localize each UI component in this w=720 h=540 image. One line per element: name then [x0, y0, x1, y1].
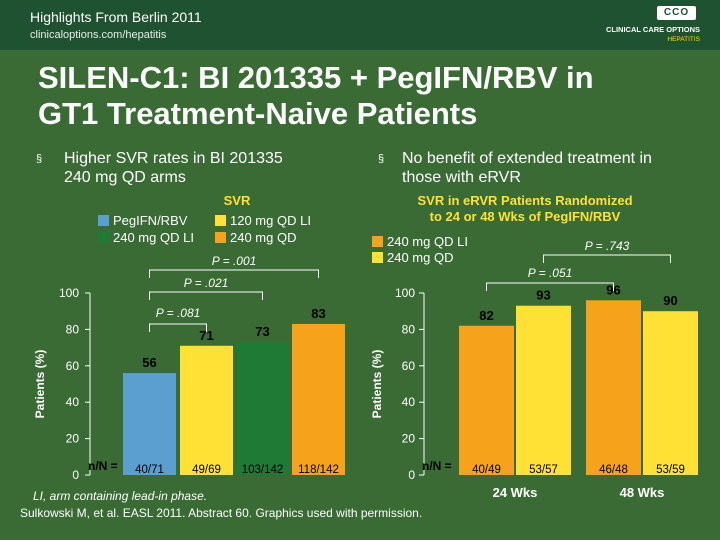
header-conference: Highlights From Berlin 2011 — [30, 9, 202, 25]
right-chart-title-line1: SVR in eRVR Patients Randomized — [417, 193, 632, 208]
header-bar: Highlights From Berlin 2011 clinicalopti… — [0, 0, 720, 50]
left-legend-swatch — [215, 232, 226, 243]
left-bar — [292, 323, 345, 475]
right-bar — [516, 305, 571, 475]
bullet-mark-left: § — [36, 153, 43, 165]
right-nn-label: n/N = — [422, 459, 452, 473]
bullet-left: Higher SVR rates in BI 201335 240 mg QD … — [64, 149, 283, 187]
right-bar-n-label: 53/59 — [656, 464, 685, 476]
right-significance-bracket — [543, 254, 671, 263]
logo-badge: CCO — [657, 6, 696, 20]
logo-sub: HEPATITIS — [667, 36, 700, 43]
left-y-tick-label: 40 — [66, 395, 80, 409]
title-line-2: GT1 Treatment-Naive Patients — [38, 96, 478, 131]
left-y-tick-label: 60 — [66, 359, 80, 373]
right-y-tick-label: 80 — [402, 322, 416, 336]
right-significance-bracket — [486, 282, 614, 291]
left-significance-label: P = .021 — [184, 276, 229, 290]
bullet-mark-right: § — [378, 153, 385, 165]
right-legend-swatch — [372, 252, 383, 263]
right-legend-label: 240 mg QD LI — [387, 234, 468, 249]
right-legend-swatch — [372, 236, 383, 247]
left-bar-value-label: 83 — [311, 306, 325, 321]
left-significance-label: P = .001 — [212, 254, 257, 268]
right-bar-n-label: 40/49 — [472, 464, 501, 476]
left-bar — [236, 342, 289, 475]
left-legend-swatch — [98, 215, 109, 226]
right-chart-title-line2: to 24 or 48 Wks of PegIFN/RBV — [430, 209, 621, 224]
left-bar-n-label: 40/71 — [135, 464, 164, 476]
right-bar — [643, 311, 698, 475]
right-y-tick-label: 40 — [402, 395, 416, 409]
footnote: LI, arm containing lead-in phase. — [33, 489, 208, 503]
right-bar — [459, 325, 514, 475]
right-significance-label: P = .743 — [585, 239, 630, 253]
left-bar-value-label: 71 — [199, 328, 213, 343]
bullet-left-line-2: 240 mg QD arms — [64, 169, 186, 186]
left-y-tick-label: 0 — [72, 468, 79, 482]
left-legend-label: 120 mg QD LI — [230, 213, 311, 228]
left-significance-bracket — [149, 269, 319, 278]
left-significance-bracket — [149, 291, 263, 300]
left-bar-value-label: 56 — [142, 355, 156, 370]
left-legend-swatch — [98, 232, 109, 243]
left-significance-label: P = .081 — [156, 306, 201, 320]
left-bar-n-label: 103/142 — [242, 464, 284, 476]
left-bar — [180, 345, 233, 475]
left-y-tick-label: 100 — [59, 286, 79, 300]
right-bar-value-label: 82 — [479, 308, 493, 323]
right-bar-n-label: 46/48 — [599, 464, 628, 476]
right-y-tick-label: 60 — [402, 359, 416, 373]
right-bar — [586, 300, 641, 475]
left-y-tick-label: 80 — [66, 322, 80, 336]
logo-name: CLINICAL CARE OPTIONS — [605, 25, 700, 34]
right-significance-label: P = .051 — [528, 266, 573, 280]
slide-title: SILEN-C1: BI 201335 + PegIFN/RBV in GT1 … — [38, 60, 698, 132]
left-y-axis-label: Patients (%) — [33, 350, 47, 419]
left-bar — [123, 373, 176, 475]
left-nn-label: n/N = — [88, 459, 118, 473]
left-legend-label: 240 mg QD LI — [113, 230, 194, 245]
bullet-left-line-1: Higher SVR rates in BI 201335 — [64, 150, 283, 167]
right-y-tick-label: 0 — [408, 468, 415, 482]
left-legend-label: 240 mg QD — [230, 230, 296, 245]
right-bar-n-label: 53/57 — [529, 464, 558, 476]
title-line-1: SILEN-C1: BI 201335 + PegIFN/RBV in — [38, 60, 594, 95]
bullet-right-line-1: No benefit of extended treatment in — [402, 150, 652, 167]
left-legend-label: PegIFN/RBV — [113, 213, 188, 228]
right-y-tick-label: 100 — [395, 286, 415, 300]
bullet-right: No benefit of extended treatment in thos… — [402, 149, 652, 187]
right-bar-value-label: 90 — [663, 293, 677, 308]
header-url: clinicaloptions.com/hepatitis — [30, 29, 167, 41]
logo-badge-text: CCO — [663, 7, 690, 18]
left-bar-n-label: 49/69 — [192, 464, 221, 476]
left-significance-bracket — [149, 323, 207, 332]
right-y-axis-label: Patients (%) — [370, 350, 384, 419]
right-group-label: 48 Wks — [620, 485, 665, 500]
left-bar-n-label: 118/142 — [298, 464, 339, 476]
left-y-tick-label: 20 — [66, 432, 80, 446]
left-bar-value-label: 73 — [255, 324, 269, 339]
right-legend-label: 240 mg QD — [387, 250, 453, 265]
citation: Sulkowski M, et al. EASL 2011. Abstract … — [20, 506, 423, 520]
left-chart-title: SVR — [224, 193, 251, 208]
right-bar-value-label: 93 — [536, 288, 550, 303]
left-legend-swatch — [215, 215, 226, 226]
right-y-tick-label: 20 — [402, 432, 416, 446]
bullet-right-line-2: those with eRVR — [402, 169, 521, 186]
right-group-label: 24 Wks — [493, 485, 538, 500]
